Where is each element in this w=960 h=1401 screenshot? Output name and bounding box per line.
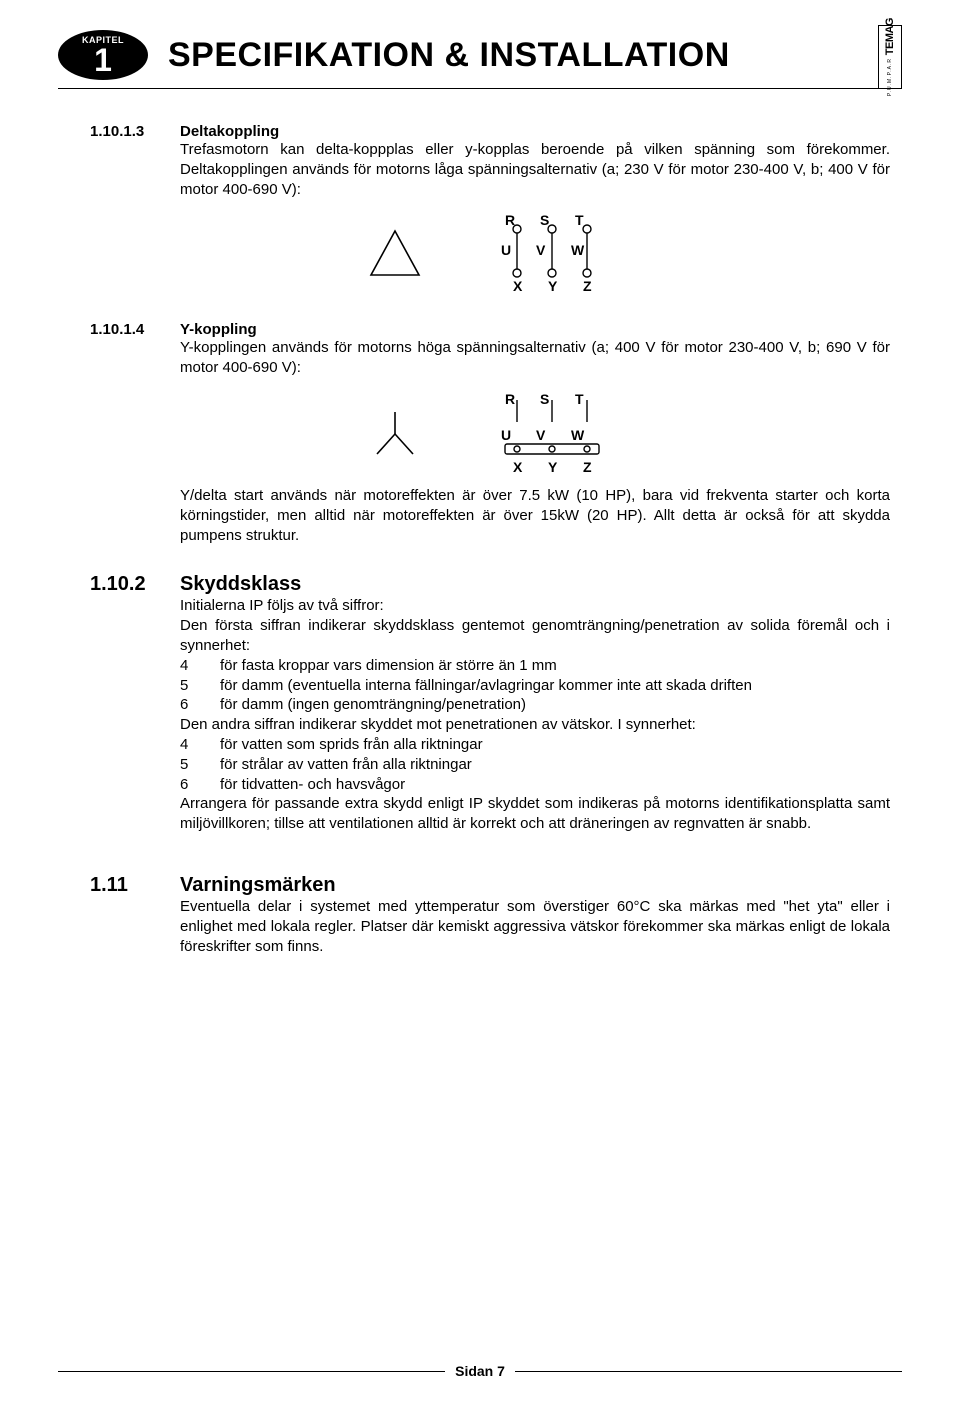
wye-terminal-diagram: R S T U V W X Y Z [487, 392, 617, 476]
page-footer: Sidan 7 [58, 1363, 902, 1379]
section-deltakoppling: 1.10.1.3 Deltakoppling Trefasmotorn kan … [90, 123, 890, 293]
section-number: 1.10.2 [90, 573, 158, 596]
list-num: 6 [180, 775, 190, 795]
section-skyddsklass: 1.10.2 Skyddsklass Initialerna IP följs … [90, 573, 890, 834]
label: Y [548, 459, 558, 475]
delta-terminal-diagram: R S T U V W X Y Z [487, 213, 617, 293]
list-text: för damm (ingen genomträngning/penetrati… [220, 695, 526, 715]
text: Arrangera för passande extra skydd enlig… [180, 794, 890, 834]
section-title: Y-koppling [180, 321, 257, 338]
label: Y [548, 278, 558, 293]
list-text: för vatten som sprids från alla riktning… [220, 735, 483, 755]
label: X [513, 278, 523, 293]
list-text: för damm (eventuella interna fällningar/… [220, 676, 752, 696]
section-title: Skyddsklass [180, 573, 301, 596]
ip-list-1: 4 för fasta kroppar vars dimension är stö… [180, 656, 890, 715]
section-body: Trefasmotorn kan delta-koppplas eller y-… [180, 140, 890, 199]
label: W [571, 242, 585, 258]
section-number: 1.11 [90, 874, 158, 897]
section-body: Y-kopplingen används för motorns höga sp… [180, 338, 890, 378]
wye-symbol-icon [363, 404, 427, 464]
footer-divider [58, 1371, 445, 1372]
label: S [540, 213, 549, 228]
brand-logo: TEMAG P.U.M.P.A.R [878, 25, 902, 89]
section-note: Y/delta start används när motoreffekten … [180, 486, 890, 545]
section-number: 1.10.1.3 [90, 123, 158, 140]
chapter-label: KAPITEL [82, 35, 124, 45]
section-varningsmarken: 1.11 Varningsmärken Eventuella delar i s… [90, 874, 890, 956]
list-num: 5 [180, 676, 190, 696]
list-num: 4 [180, 656, 190, 676]
list-num: 5 [180, 755, 190, 775]
label: S [540, 392, 549, 407]
text: Initialerna IP följs av två siffror: [180, 596, 890, 616]
section-title: Varningsmärken [180, 874, 336, 897]
section-ykoppling: 1.10.1.4 Y-koppling Y-kopplingen används… [90, 321, 890, 545]
label: T [575, 392, 584, 407]
label: X [513, 459, 523, 475]
list-text: för strålar av vatten från alla riktning… [220, 755, 472, 775]
list-text: för tidvatten- och havsvågor [220, 775, 405, 795]
section-body: Eventuella delar i systemet med yttemper… [180, 897, 890, 956]
list-text: för fasta kroppar vars dimension är stör… [220, 656, 557, 676]
label: V [536, 242, 546, 258]
label: R [505, 213, 515, 228]
label: V [536, 427, 546, 443]
logo-text-2: P.U.M.P.A.R [887, 58, 893, 96]
page-number: Sidan 7 [455, 1363, 505, 1379]
delta-symbol-icon [363, 223, 427, 283]
label: U [501, 427, 511, 443]
label: Z [583, 459, 592, 475]
chapter-number: 1 [94, 44, 112, 76]
label: Z [583, 278, 592, 293]
footer-divider [515, 1371, 902, 1372]
page-title: SPECIFIKATION & INSTALLATION [168, 36, 730, 75]
section-number: 1.10.1.4 [90, 321, 158, 338]
list-num: 4 [180, 735, 190, 755]
section-title: Deltakoppling [180, 123, 279, 140]
logo-text-1: TEMAG [884, 18, 896, 55]
chapter-badge: KAPITEL 1 [58, 30, 148, 80]
text: Den andra siffran indikerar skyddet mot … [180, 715, 890, 735]
label: W [571, 427, 585, 443]
label: T [575, 213, 584, 228]
text: Den första siffran indikerar skyddsklass… [180, 616, 890, 656]
header-divider [58, 88, 902, 89]
label: U [501, 242, 511, 258]
label: R [505, 392, 515, 407]
list-num: 6 [180, 695, 190, 715]
ip-list-2: 4 för vatten som sprids från alla riktnin… [180, 735, 890, 794]
